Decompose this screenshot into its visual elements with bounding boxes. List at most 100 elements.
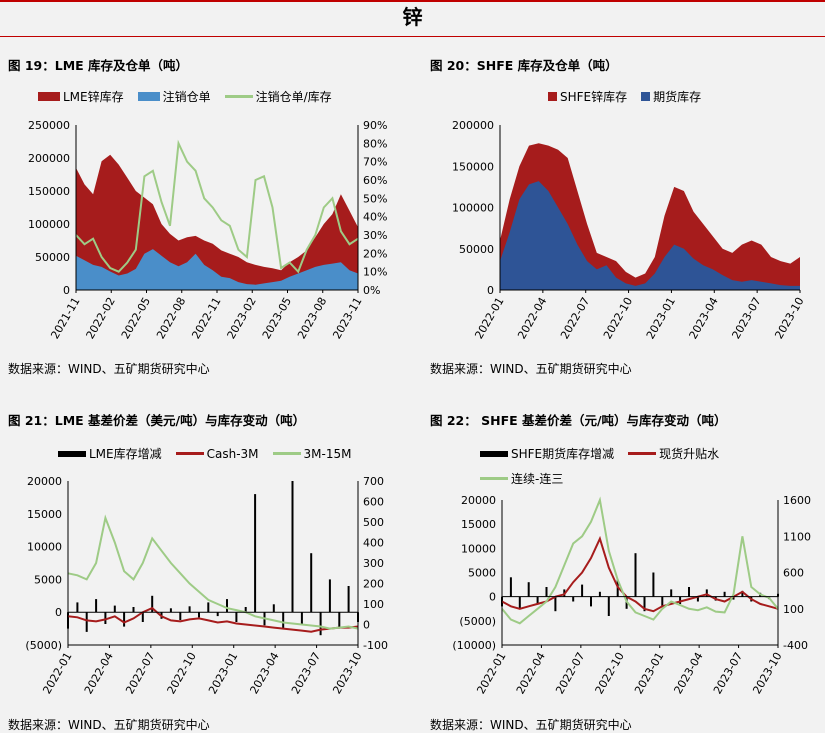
series-bar xyxy=(235,612,238,622)
y2-tick-label: 100 xyxy=(363,598,384,611)
x-tick-label: 2023-01 xyxy=(632,650,666,696)
legend-label: 注销仓单 xyxy=(162,90,211,104)
y2-tick-label: 10% xyxy=(363,266,387,279)
y2-tick-label: 0 xyxy=(363,619,370,632)
x-tick-label: 2023-11 xyxy=(330,295,364,341)
legend-item: 注销仓单 xyxy=(137,88,211,105)
x-tick-label: 2022-07 xyxy=(123,650,157,696)
legend-swatch xyxy=(480,450,508,457)
series-bar xyxy=(347,586,350,613)
x-tick-label: 2022-08 xyxy=(154,295,188,341)
series-bar xyxy=(581,584,584,597)
series-line xyxy=(67,514,359,630)
y-tick-label: 150000 xyxy=(28,185,70,198)
series-bar xyxy=(598,591,601,597)
legend-label: SHFE期货库存增减 xyxy=(511,447,615,461)
series-bar xyxy=(95,599,98,613)
series-bar xyxy=(319,612,322,636)
series-bar xyxy=(272,604,275,613)
series-bar xyxy=(705,589,708,597)
x-tick-label: 2023-07 xyxy=(711,650,745,696)
y2-tick-label: 80% xyxy=(363,137,387,150)
legend-item: Cash-3M xyxy=(175,446,259,461)
legend-swatch xyxy=(137,92,160,101)
series-bar xyxy=(607,596,610,616)
y2-tick-label: 0% xyxy=(363,284,380,297)
chart-19-legend: LME锌库存 注销仓单 注销仓单/库存 xyxy=(38,88,346,105)
y-tick-label: (5000) xyxy=(459,615,496,628)
x-tick-label: 2022-07 xyxy=(553,650,587,696)
legend-swatch xyxy=(628,452,657,455)
series-bar xyxy=(104,612,107,624)
x-tick-label: 2023-04 xyxy=(687,295,721,341)
y-tick-label: 250000 xyxy=(28,119,70,132)
series-area xyxy=(500,181,800,290)
chart-21-title: 图 21：LME 基差价差（美元/吨）与库存变动（吨） xyxy=(8,413,306,428)
y2-tick-label: 600 xyxy=(783,567,804,580)
series-bar xyxy=(661,596,664,607)
legend-label: Cash-3M xyxy=(206,446,259,461)
y-tick-label: 0 xyxy=(489,591,496,604)
legend-label: 3M-15M xyxy=(303,446,352,461)
y2-tick-label: 1600 xyxy=(783,494,811,507)
series-bar xyxy=(545,587,548,597)
y-tick-label: 100000 xyxy=(452,202,494,215)
series-bar xyxy=(300,612,303,624)
series-line xyxy=(501,496,779,625)
series-bar xyxy=(216,612,219,617)
y-tick-label: 15000 xyxy=(27,508,62,521)
legend-item: 注销仓单/库存 xyxy=(224,88,332,105)
y2-tick-label: 400 xyxy=(363,537,384,550)
series-bar xyxy=(723,591,726,597)
x-tick-label: 2023-07 xyxy=(289,650,323,696)
series-bar xyxy=(527,582,530,597)
legend-swatch xyxy=(548,92,557,101)
chart-22-source: 数据来源：WIND、五矿期货研究中心 xyxy=(430,718,632,732)
series-bar xyxy=(179,612,182,621)
x-tick-label: 2022-02 xyxy=(84,295,118,341)
x-tick-label: 2023-08 xyxy=(295,295,329,341)
y2-tick-label: -100 xyxy=(363,639,388,652)
series-line xyxy=(75,139,359,274)
chart-19-source: 数据来源：WIND、五矿期货研究中心 xyxy=(8,362,210,376)
y2-tick-label: 90% xyxy=(363,119,387,132)
y-tick-label: 15000 xyxy=(461,518,496,531)
series-bar xyxy=(207,602,210,613)
y2-tick-label: 700 xyxy=(363,475,384,488)
y-tick-label: 5000 xyxy=(34,573,62,586)
series-bar xyxy=(732,596,735,600)
legend-swatch xyxy=(272,452,301,455)
series-bar xyxy=(169,608,172,613)
x-tick-label: 2022-07 xyxy=(558,295,592,341)
series-bar xyxy=(688,587,690,597)
series-bar xyxy=(518,596,521,609)
series-bar xyxy=(509,577,512,597)
x-tick-label: 2022-11 xyxy=(189,295,223,341)
page-title: 锌 xyxy=(402,5,423,29)
series-bar xyxy=(338,612,341,629)
legend-item: LME锌库存 xyxy=(38,88,124,105)
legend-swatch xyxy=(175,452,204,455)
series-bar xyxy=(282,612,285,629)
series-bar xyxy=(113,605,116,613)
series-bar xyxy=(328,579,331,613)
legend-label: 期货库存 xyxy=(653,90,702,104)
series-bar xyxy=(254,494,257,613)
x-tick-label: 2021-11 xyxy=(48,295,82,341)
y2-tick-label: 200 xyxy=(363,578,384,591)
x-tick-label: 2023-01 xyxy=(644,295,678,341)
x-tick-label: 2022-10 xyxy=(601,295,635,341)
legend-item: 现货升贴水 xyxy=(628,445,719,462)
x-tick-label: 2022-04 xyxy=(82,650,116,696)
series-bar xyxy=(741,590,744,597)
y2-tick-label: 70% xyxy=(363,156,387,169)
x-tick-label: 2022-10 xyxy=(593,650,627,696)
y2-tick-label: 50% xyxy=(363,192,387,205)
legend-item: 期货库存 xyxy=(641,88,701,105)
series-bar xyxy=(590,596,592,607)
chart-21-source: 数据来源：WIND、五矿期货研究中心 xyxy=(8,718,210,732)
y-tick-label: 10000 xyxy=(27,541,62,554)
legend-swatch xyxy=(58,450,86,457)
y2-tick-label: 40% xyxy=(363,211,387,224)
